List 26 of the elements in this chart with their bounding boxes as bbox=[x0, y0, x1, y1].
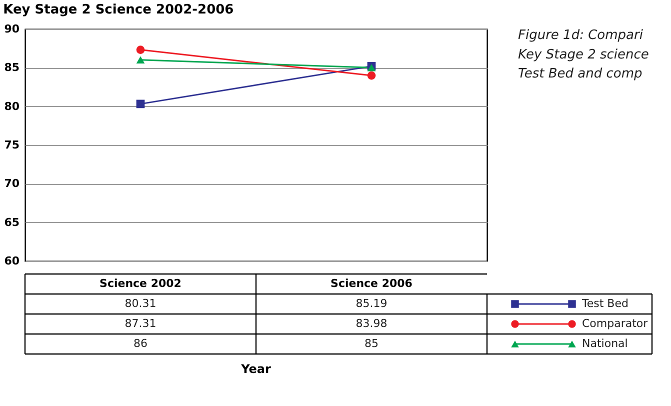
point bbox=[136, 100, 145, 108]
data-label: 80.31 bbox=[124, 297, 156, 310]
point bbox=[136, 46, 145, 54]
data-label: 85.19 bbox=[356, 297, 388, 310]
data-label: 83.98 bbox=[356, 317, 388, 330]
data-label: 86 bbox=[134, 337, 148, 350]
y-tick-label: 90 bbox=[4, 22, 20, 36]
legend-label: Comparator bbox=[582, 317, 648, 330]
y-tick-label: 65 bbox=[4, 216, 20, 229]
text: Test Bed and comp bbox=[518, 66, 642, 82]
data-label: 85 bbox=[364, 337, 378, 350]
legend-label: Test Bed bbox=[581, 297, 628, 310]
x-tick-label: Science 2002 bbox=[100, 277, 182, 290]
y-tick-label: 80 bbox=[4, 100, 20, 113]
text: Key Stage 2 science bbox=[518, 47, 649, 62]
text: Year bbox=[240, 362, 271, 376]
legend-label: National bbox=[582, 337, 628, 350]
chart-title: Key Stage 2 Science 2002-2006 bbox=[3, 2, 234, 18]
data-label: 87.31 bbox=[124, 317, 156, 330]
caption: Figure 1d: Compari bbox=[518, 28, 644, 43]
y-tick-label: 70 bbox=[4, 177, 20, 190]
x-tick-label: Science 2006 bbox=[330, 277, 413, 290]
y-tick-label: 60 bbox=[4, 254, 20, 268]
y-tick-label: 85 bbox=[4, 61, 20, 74]
y-tick-label: 75 bbox=[4, 138, 20, 152]
point bbox=[367, 71, 376, 80]
